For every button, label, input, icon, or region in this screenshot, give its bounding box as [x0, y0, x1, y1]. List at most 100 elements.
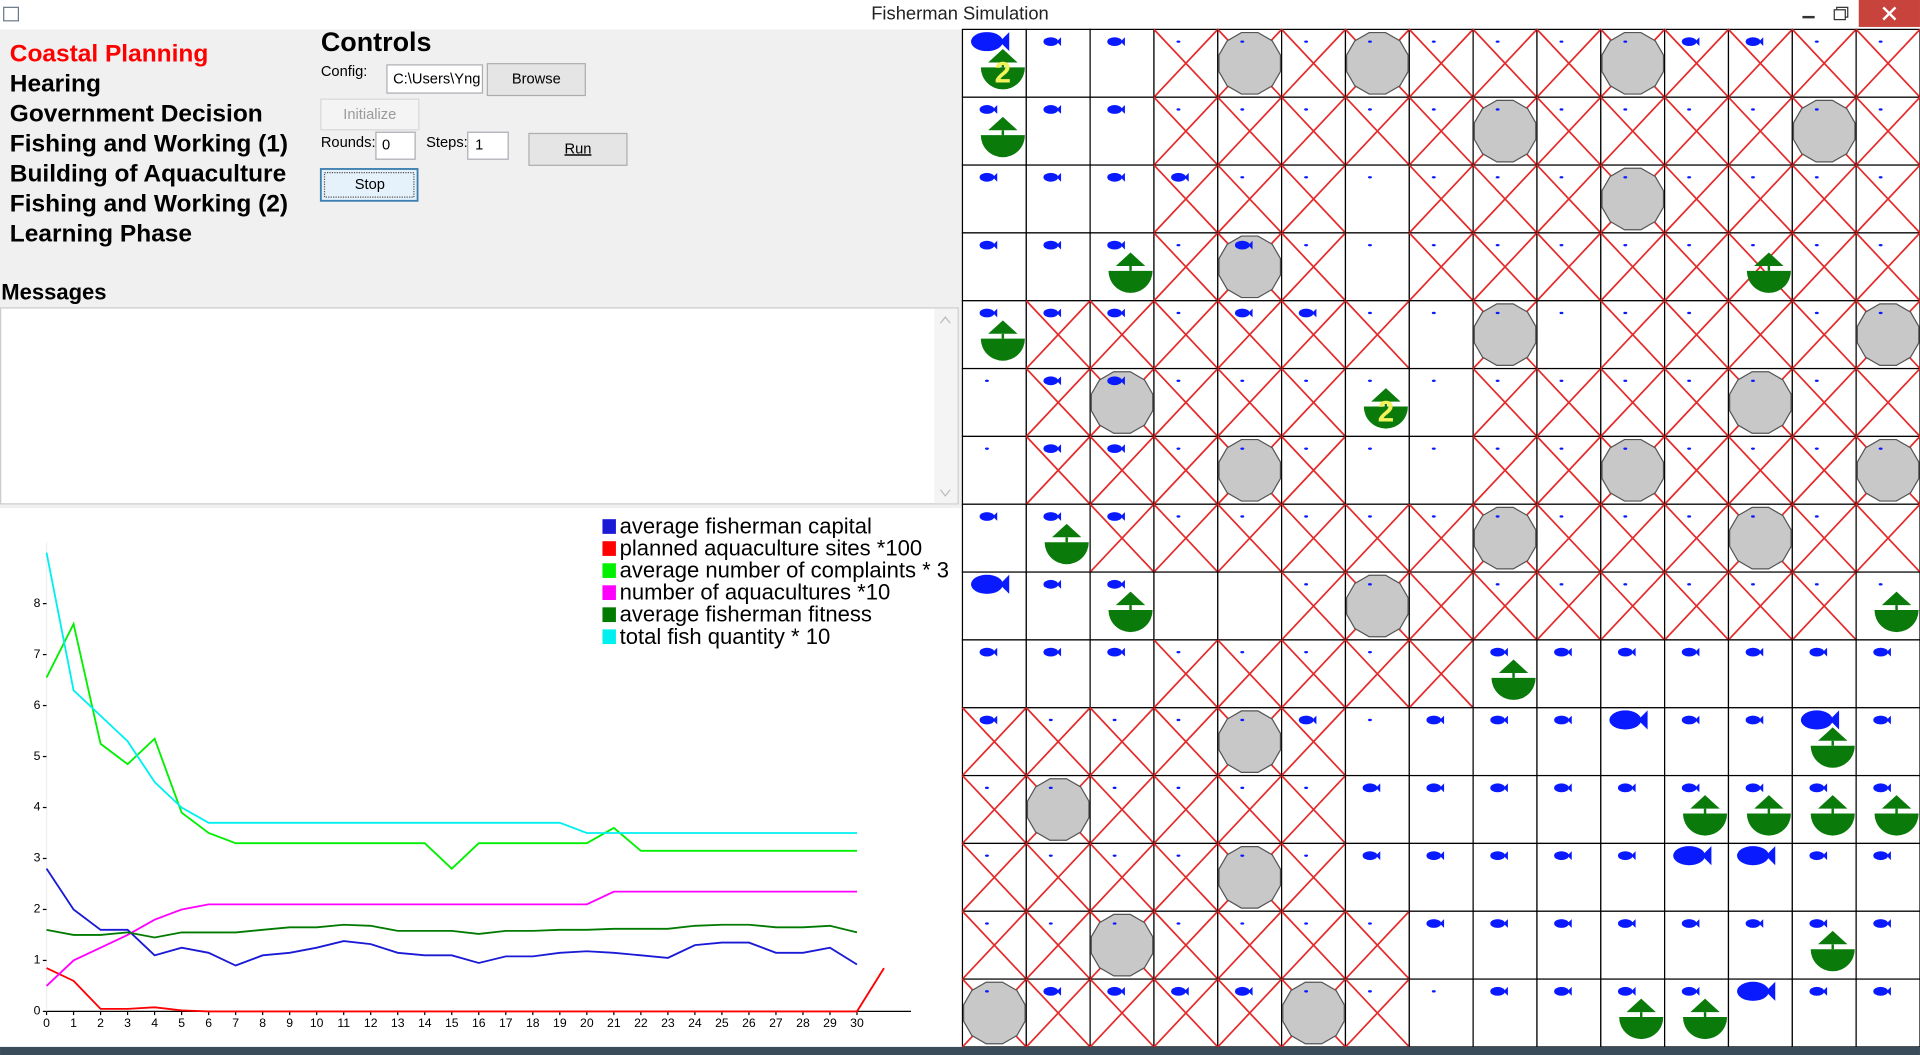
boat-hull [980, 67, 1025, 90]
rounds-input[interactable] [375, 131, 416, 160]
x-tick-label: 27 [769, 1016, 783, 1030]
close-button[interactable] [1858, 0, 1920, 27]
messages-box[interactable] [0, 307, 959, 505]
fish-body [979, 647, 995, 657]
legend-label: average fisherman fitness [620, 602, 872, 627]
fish-tail [1631, 986, 1636, 996]
fish-tail [1120, 579, 1125, 589]
rock [1346, 31, 1409, 95]
stop-label[interactable]: Stop [355, 177, 385, 193]
fish [1490, 647, 1508, 657]
rock [1729, 371, 1792, 434]
fish-body [1809, 919, 1825, 928]
fish [1873, 715, 1891, 725]
window-title: Fisherman Simulation [871, 3, 1049, 24]
fish [1495, 311, 1500, 315]
fish-body [1745, 37, 1761, 47]
phase-label: Hearing [10, 71, 101, 98]
fish-body [1814, 243, 1819, 247]
fish [1176, 650, 1181, 654]
legend-label: average number of complaints * 3 [620, 558, 949, 583]
fish-body [1490, 986, 1505, 996]
initialize-button[interactable] [320, 98, 420, 131]
grid-cell [1664, 707, 1730, 777]
boat [1746, 252, 1791, 293]
fish-tail [1056, 647, 1062, 657]
rock [1792, 99, 1856, 163]
steps-input[interactable] [467, 131, 509, 160]
cell-cross [1664, 28, 1730, 98]
fish-body [1687, 176, 1692, 179]
grid-cell [1855, 639, 1920, 709]
legend-label: average fisherman capital [620, 514, 872, 539]
grid-cell [1153, 571, 1219, 641]
config-input[interactable] [386, 64, 484, 94]
fish-body [1873, 919, 1888, 928]
cell-cross [1153, 707, 1219, 777]
cell-cross [1600, 300, 1666, 370]
fish [1623, 311, 1628, 315]
cell-cross [1025, 367, 1091, 437]
rock [1218, 31, 1282, 95]
fish [971, 574, 1010, 594]
fish-body [1043, 172, 1059, 182]
fish [1367, 990, 1372, 993]
fish-tail [992, 512, 998, 521]
fish-body [1043, 308, 1059, 318]
fish-body [1176, 786, 1181, 789]
boat-hull [1619, 1017, 1664, 1040]
x-tick-label: 11 [337, 1016, 350, 1030]
fish [1623, 379, 1628, 382]
fish-body [1176, 718, 1181, 722]
fish-body [1751, 379, 1755, 382]
x-tick-label: 13 [391, 1016, 405, 1030]
cell-cross [1727, 28, 1793, 98]
fish [979, 172, 998, 182]
fish-body [1495, 243, 1500, 247]
fish-tail [992, 647, 998, 657]
fish [1495, 40, 1500, 43]
cell-cross [1153, 435, 1219, 505]
maximize-button[interactable] [1826, 1, 1859, 27]
fish [1687, 379, 1692, 382]
fish [984, 786, 989, 789]
stop-button[interactable] [319, 168, 419, 202]
fish [1495, 379, 1500, 382]
fish-body [1234, 240, 1250, 250]
browse-button[interactable] [486, 63, 586, 97]
boat-sail [1626, 998, 1656, 1013]
fish-body [984, 379, 989, 382]
run-button[interactable] [528, 132, 628, 166]
boat-count: 2 [995, 56, 1011, 89]
cell-cross [1664, 300, 1730, 370]
fish-tail [1056, 579, 1062, 589]
fish-body [1367, 447, 1372, 450]
run-label[interactable]: Run [564, 141, 591, 157]
initialize-label[interactable]: Initialize [343, 107, 396, 123]
fish [984, 379, 989, 382]
fish-body [1490, 715, 1505, 725]
rounds-value[interactable]: 0 [382, 138, 390, 154]
cell-cross [1600, 503, 1666, 573]
grid-cell [1855, 842, 1920, 912]
scrollbar[interactable] [934, 308, 958, 504]
grid-cell [961, 164, 1027, 234]
cell-cross [1664, 571, 1730, 641]
fish [1426, 715, 1445, 725]
fish-body [1873, 986, 1888, 996]
config-value[interactable]: C:\Users\Yng [393, 71, 480, 87]
fish [1367, 515, 1372, 518]
steps-value[interactable]: 1 [475, 138, 483, 154]
fish-body [1431, 990, 1436, 993]
minimize-button[interactable] [1790, 1, 1827, 27]
browse-label[interactable]: Browse [512, 71, 561, 87]
cell-cross [1089, 503, 1155, 573]
fish-tail [992, 308, 998, 318]
fish-body [1559, 447, 1564, 450]
fish-body [1304, 515, 1309, 518]
cell-cross [1281, 96, 1347, 166]
fish-tail [1248, 240, 1253, 250]
cell-cross [1153, 300, 1219, 370]
cell-cross [1855, 96, 1920, 166]
rock [1282, 981, 1345, 1045]
